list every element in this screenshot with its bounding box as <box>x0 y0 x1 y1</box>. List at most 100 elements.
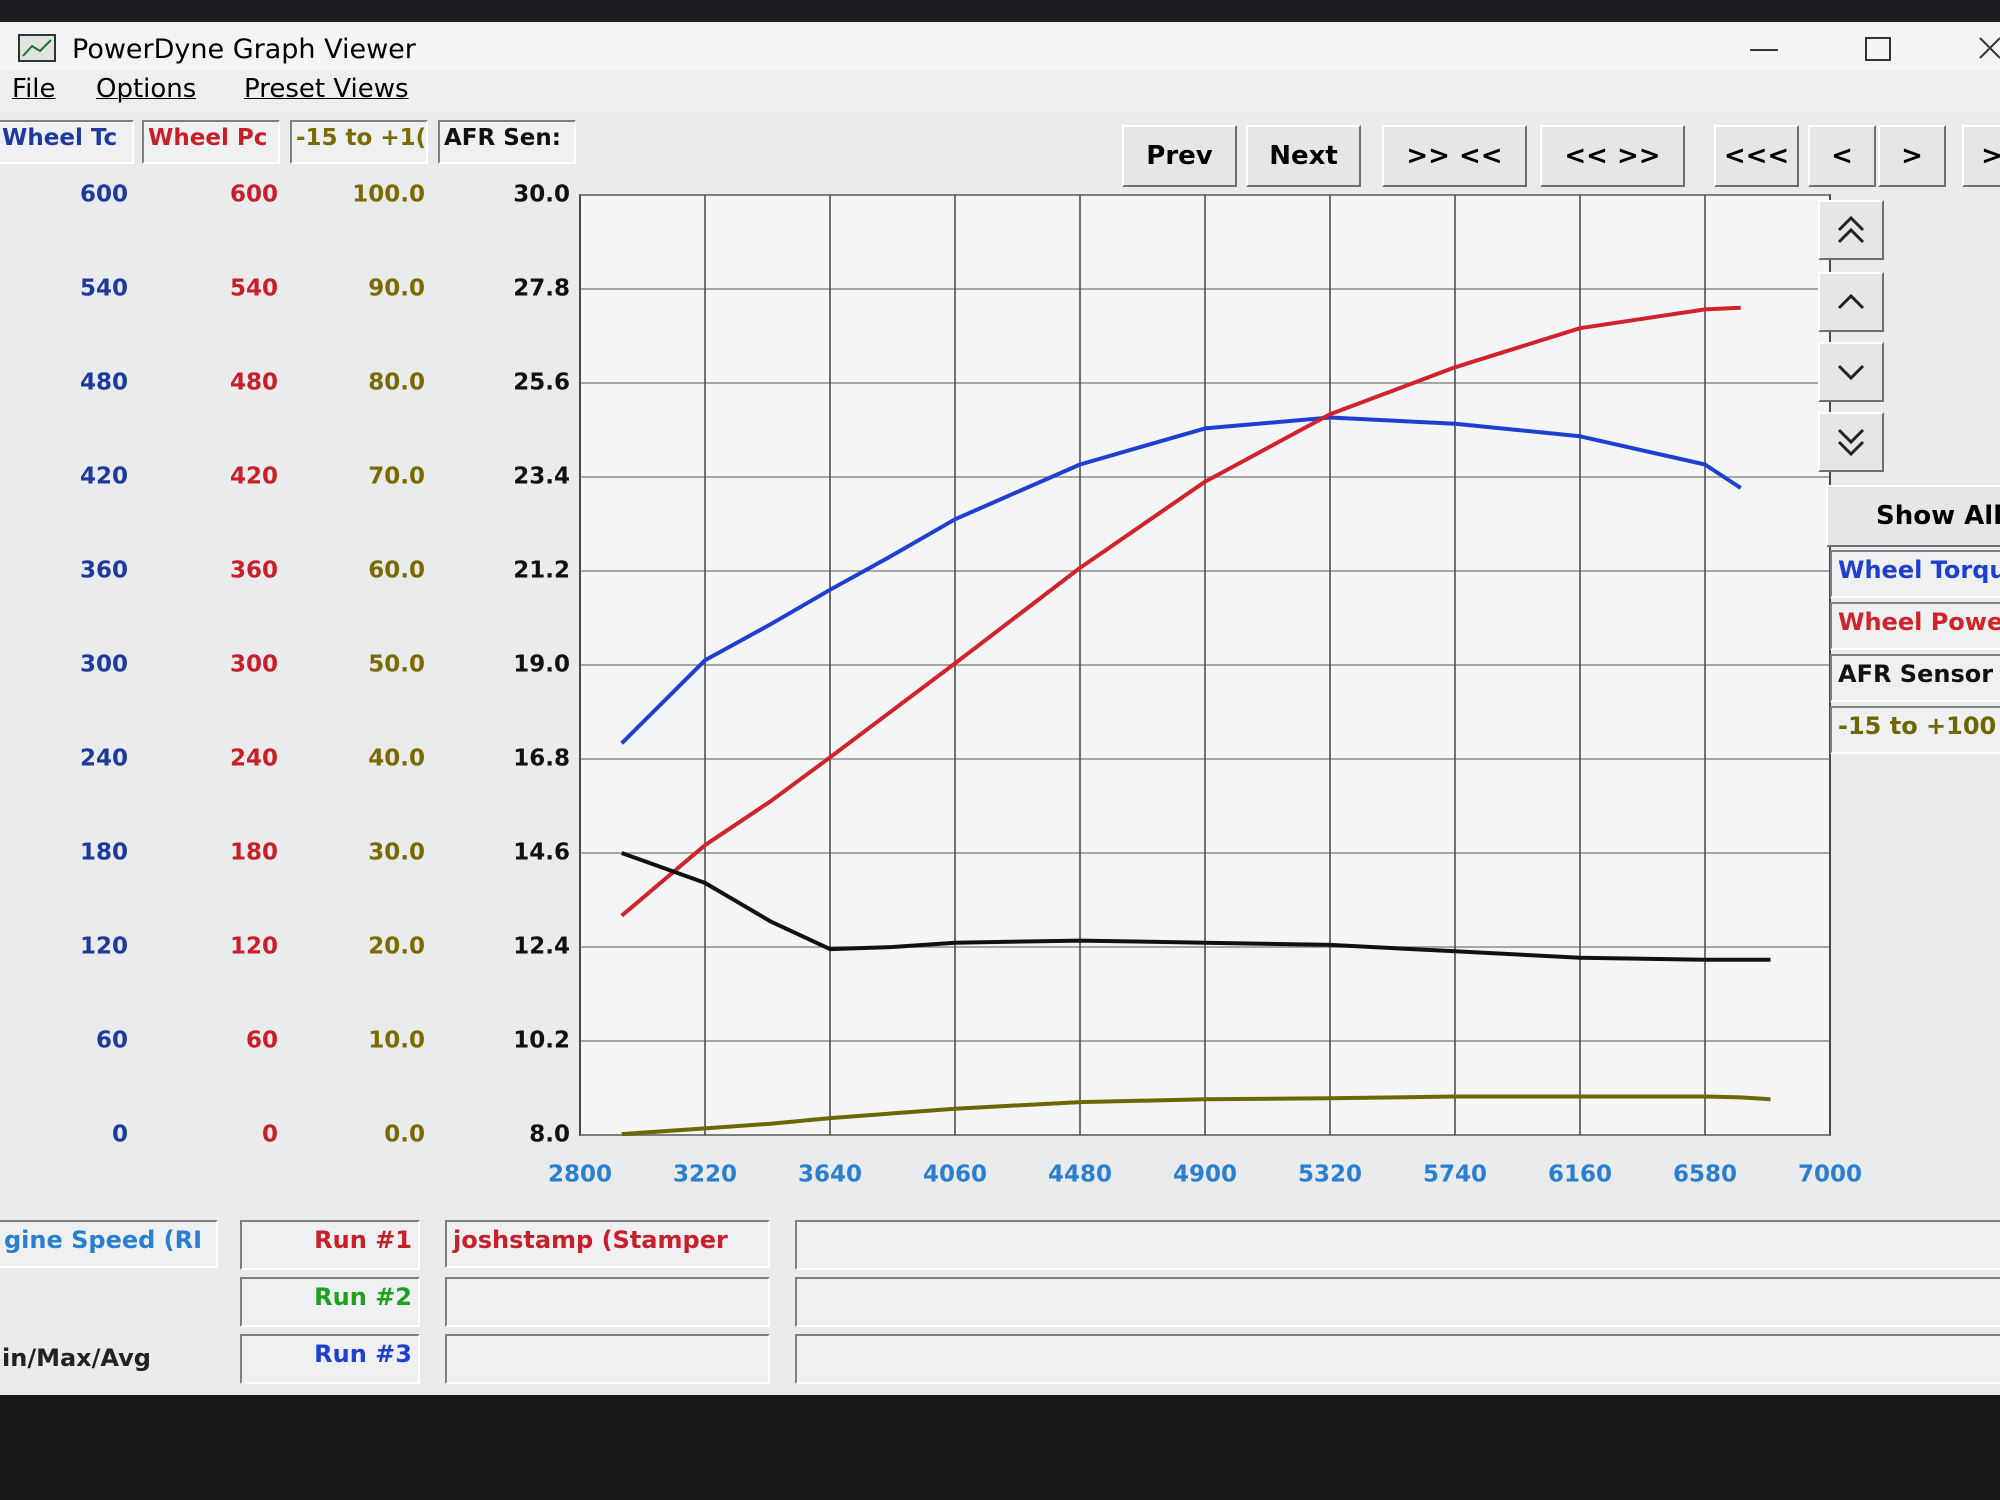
toolbar-button[interactable]: Next <box>1246 125 1361 187</box>
toolbar-button[interactable]: < <box>1808 125 1876 187</box>
y-tick-label: 10.2 <box>513 1028 570 1054</box>
legend-entry[interactable]: Wheel Torqu <box>1830 550 2000 598</box>
x-tick-label: 2800 <box>548 1162 612 1188</box>
toolbar-button[interactable]: Prev <box>1122 125 1237 187</box>
y-tick-label: 540 <box>230 276 278 302</box>
y-tick-label: 60 <box>246 1028 278 1054</box>
legend-entry[interactable]: -15 to +100 <box>1830 706 2000 754</box>
scroll-icon <box>1837 364 1865 381</box>
y-tick-label: 100.0 <box>352 182 425 208</box>
axis-header[interactable]: Wheel Pc <box>142 120 280 164</box>
toolbar-button[interactable]: > <box>1962 125 2000 187</box>
window-title: PowerDyne Graph Viewer <box>72 34 416 65</box>
x-tick-label: 5320 <box>1298 1162 1362 1188</box>
y-tick-label: 240 <box>230 746 278 772</box>
x-tick-label: 7000 <box>1798 1162 1862 1188</box>
x-axis-name[interactable]: gine Speed (RI <box>0 1220 218 1268</box>
y-tick-label: 27.8 <box>513 276 570 302</box>
x-tick-label: 4060 <box>923 1162 987 1188</box>
toolbar-button[interactable]: <<< <box>1714 125 1799 187</box>
y-tick-label: 180 <box>80 840 128 866</box>
toolbar-button[interactable]: >> << <box>1382 125 1527 187</box>
y-tick-label: 360 <box>80 558 128 584</box>
y-tick-label: 19.0 <box>513 652 570 678</box>
y-tick-label: 12.4 <box>513 934 570 960</box>
y-tick-label: 10.0 <box>368 1028 425 1054</box>
x-tick-label: 4480 <box>1048 1162 1112 1188</box>
stats-label: in/Max/Avg <box>2 1344 151 1372</box>
app-icon <box>18 34 56 62</box>
y-tick-label: 80.0 <box>368 370 425 396</box>
y-tick-label: 23.4 <box>513 464 570 490</box>
axis-header[interactable]: -15 to +1( <box>290 120 428 164</box>
series-line <box>621 851 1771 962</box>
x-tick-label: 4900 <box>1173 1162 1237 1188</box>
window-controls[interactable] <box>1740 22 2000 77</box>
legend-entry[interactable]: AFR Sensor <box>1830 654 2000 702</box>
run-label[interactable]: Run #1 <box>240 1220 420 1270</box>
y-tick-label: 240 <box>80 746 128 772</box>
y-tick-label: 25.6 <box>513 370 570 396</box>
y-tick-label: 600 <box>230 182 278 208</box>
menu-item[interactable]: Preset Views <box>244 74 409 104</box>
x-tick-label: 6160 <box>1548 1162 1612 1188</box>
scroll-button[interactable] <box>1818 342 1884 402</box>
top-strip <box>0 0 2000 22</box>
run-info <box>795 1220 2000 1270</box>
menu-item[interactable]: File <box>12 74 56 104</box>
y-tick-label: 420 <box>230 464 278 490</box>
axis-header[interactable]: AFR Sen: <box>438 120 576 164</box>
y-tick-label: 50.0 <box>368 652 425 678</box>
menu-bar: File Options Preset Views <box>0 70 2000 112</box>
run-name-empty <box>445 1334 770 1384</box>
y-tick-label: 0 <box>262 1122 278 1148</box>
run-label[interactable]: Run #3 <box>240 1334 420 1384</box>
y-tick-label: 14.6 <box>513 840 570 866</box>
y-tick-label: 20.0 <box>368 934 425 960</box>
toolbar-button[interactable]: > <box>1878 125 1946 187</box>
y-tick-label: 30.0 <box>368 840 425 866</box>
y-tick-label: 70.0 <box>368 464 425 490</box>
menu-item[interactable]: Options <box>96 74 197 104</box>
x-tick-label: 3640 <box>798 1162 862 1188</box>
y-tick-label: 180 <box>230 840 278 866</box>
y-tick-label: 30.0 <box>513 182 570 208</box>
y-tick-label: 16.8 <box>513 746 570 772</box>
run-info <box>795 1277 2000 1327</box>
y-tick-label: 60.0 <box>368 558 425 584</box>
scroll-button[interactable] <box>1818 200 1884 260</box>
series-line <box>620 415 1742 745</box>
x-tick-label: 3220 <box>673 1162 737 1188</box>
run-label[interactable]: Run #2 <box>240 1277 420 1327</box>
run-name-empty <box>445 1277 770 1327</box>
run-name[interactable]: joshstamp (Stamper <box>445 1220 770 1268</box>
y-tick-label: 480 <box>80 370 128 396</box>
axis-header[interactable]: Wheel Tc <box>0 120 134 164</box>
bezel <box>0 1395 2000 1500</box>
y-tick-label: 300 <box>230 652 278 678</box>
toolbar-button[interactable]: << >> <box>1540 125 1685 187</box>
y-tick-label: 90.0 <box>368 276 425 302</box>
show-all-button[interactable]: Show All <box>1826 485 2000 547</box>
x-tick-label: 6580 <box>1673 1162 1737 1188</box>
y-tick-label: 120 <box>80 934 128 960</box>
run-info <box>795 1334 2000 1384</box>
scroll-icon <box>1837 215 1865 244</box>
scroll-icon <box>1837 293 1865 310</box>
y-tick-label: 480 <box>230 370 278 396</box>
y-tick-label: 21.2 <box>513 558 570 584</box>
y-tick-label: 0 <box>112 1122 128 1148</box>
scroll-button[interactable] <box>1818 412 1884 472</box>
series-line <box>620 305 1741 918</box>
title-bar: PowerDyne Graph Viewer <box>0 22 2000 77</box>
y-tick-label: 60 <box>96 1028 128 1054</box>
scroll-button[interactable] <box>1818 272 1884 332</box>
series-line <box>621 1094 1771 1137</box>
y-tick-label: 0.0 <box>384 1122 425 1148</box>
x-tick-label: 5740 <box>1423 1162 1487 1188</box>
y-tick-label: 360 <box>230 558 278 584</box>
y-tick-label: 600 <box>80 182 128 208</box>
y-tick-label: 540 <box>80 276 128 302</box>
legend-entry[interactable]: Wheel Powe <box>1830 602 2000 650</box>
